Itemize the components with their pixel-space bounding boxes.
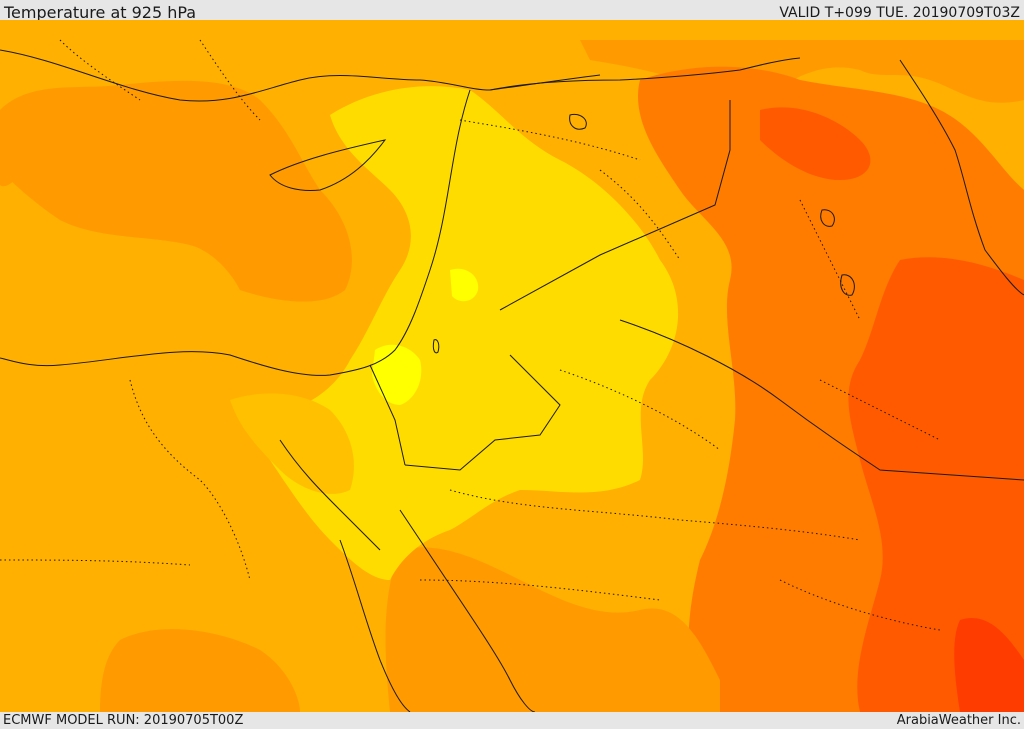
- lake-iraq-2: [840, 274, 855, 296]
- admin-boundary-9: [819, 379, 941, 441]
- temp-zone-levant: [266, 86, 679, 580]
- temp-zone-iran-red: [760, 107, 871, 180]
- coastline-gulf-suez: [279, 439, 381, 551]
- border-jordan-iraq: [499, 100, 731, 311]
- border-iran-iraq: [899, 59, 1024, 296]
- coastline-red-sea-west: [339, 539, 411, 712]
- temperature-map[interactable]: [0, 20, 1024, 712]
- map-canvas: [0, 20, 1024, 712]
- temp-zone-mediterranean: [0, 80, 352, 302]
- coastline-levant: [0, 89, 471, 376]
- lake-van: [569, 113, 587, 130]
- header-bar: Temperature at 925 hPa VALID T+099 TUE. …: [0, 0, 1024, 22]
- admin-boundary-1: [459, 119, 641, 161]
- temp-zone-jordan-hot: [450, 268, 479, 302]
- temp-zone-sinai: [230, 393, 354, 494]
- admin-boundary-2: [599, 169, 681, 261]
- admin-boundary-11: [59, 39, 141, 101]
- admin-boundary-3: [559, 369, 721, 451]
- temp-zone-egypt-south: [100, 629, 300, 712]
- admin-boundary-12: [199, 39, 261, 121]
- temp-zone-med-west: [0, 127, 27, 187]
- border-israel-egypt: [369, 364, 406, 466]
- temp-zone-gulf-hot: [954, 618, 1024, 712]
- admin-boundary-6: [129, 379, 251, 581]
- lake-tiberias: [432, 339, 440, 354]
- valid-time: VALID T+099 TUE. 20190709T03Z: [779, 5, 1020, 21]
- brand-label: ArabiaWeather Inc.: [896, 713, 1021, 728]
- admin-boundary-8: [799, 199, 861, 321]
- border-syria-turkey: [489, 57, 801, 91]
- lake-iraq-1: [820, 209, 835, 227]
- border-iraq-saudi: [619, 319, 1024, 481]
- map-title: Temperature at 925 hPa: [4, 3, 197, 22]
- temp-zone-south-saudi: [385, 547, 720, 712]
- border-jordan-saudi: [404, 354, 561, 471]
- footer-bar: ECMWF MODEL RUN: 20190705T00Z ArabiaWeat…: [0, 712, 1024, 729]
- temp-zone-dead-sea: [372, 344, 422, 405]
- coastline-red-sea: [399, 509, 536, 712]
- admin-boundary-7: [0, 559, 191, 566]
- coastline-cyprus: [269, 139, 387, 191]
- temp-zone-gulf: [848, 257, 1024, 712]
- model-run-label: ECMWF MODEL RUN: 20190705T00Z: [3, 713, 244, 728]
